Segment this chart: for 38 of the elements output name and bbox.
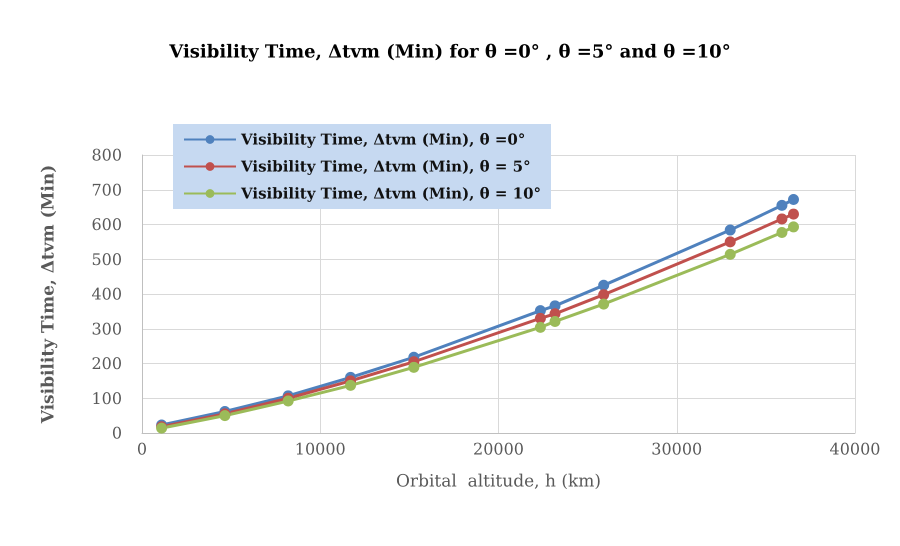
point	[724, 248, 736, 260]
chart-title: Visibility Time, Δtvm (Min) for θ =0° , θ =5° and θ =10°	[168, 42, 731, 62]
x-tick-label: 0	[136, 440, 148, 458]
y-tick-label: 700	[91, 180, 122, 200]
point	[534, 322, 546, 333]
legend-label: Visibility Time, Δtvm (Min), θ = 5°	[240, 158, 531, 176]
x-axis-title: Orbital altitude, h (km)	[396, 472, 602, 492]
y-tick-label: 200	[91, 354, 122, 373]
legend-label: Visibility Time, Δtvm (Min), θ =0°	[240, 130, 526, 148]
point	[776, 226, 788, 238]
y-tick-label: 100	[91, 388, 122, 408]
y-tick-label: 400	[91, 284, 122, 304]
point	[598, 298, 610, 310]
point	[550, 316, 561, 327]
point	[345, 380, 356, 391]
x-tick-label: 40000	[830, 440, 880, 458]
point	[724, 224, 736, 236]
y-axis-title: Visibility Time, Δtvm (Min)	[38, 164, 58, 424]
y-tick-label: 500	[91, 250, 122, 269]
point	[598, 289, 610, 300]
x-tick-label: 30000	[651, 440, 702, 458]
point	[724, 236, 736, 248]
x-tick-label: 10000	[294, 440, 346, 458]
point	[598, 280, 610, 291]
y-tick-label: 600	[91, 215, 122, 234]
y-tick-label: 0	[112, 424, 122, 442]
legend-label: Visibility Time, Δtvm (Min), θ = 10°	[240, 184, 541, 202]
point	[788, 208, 800, 220]
point	[788, 221, 800, 232]
point	[534, 312, 546, 324]
point	[788, 194, 800, 205]
point	[408, 362, 420, 373]
point	[776, 213, 788, 224]
point	[776, 200, 788, 211]
point	[282, 396, 294, 407]
y-tick-label: 800	[91, 146, 122, 164]
x-tick-label: 20000	[473, 440, 524, 458]
y-tick-label: 300	[91, 319, 122, 338]
